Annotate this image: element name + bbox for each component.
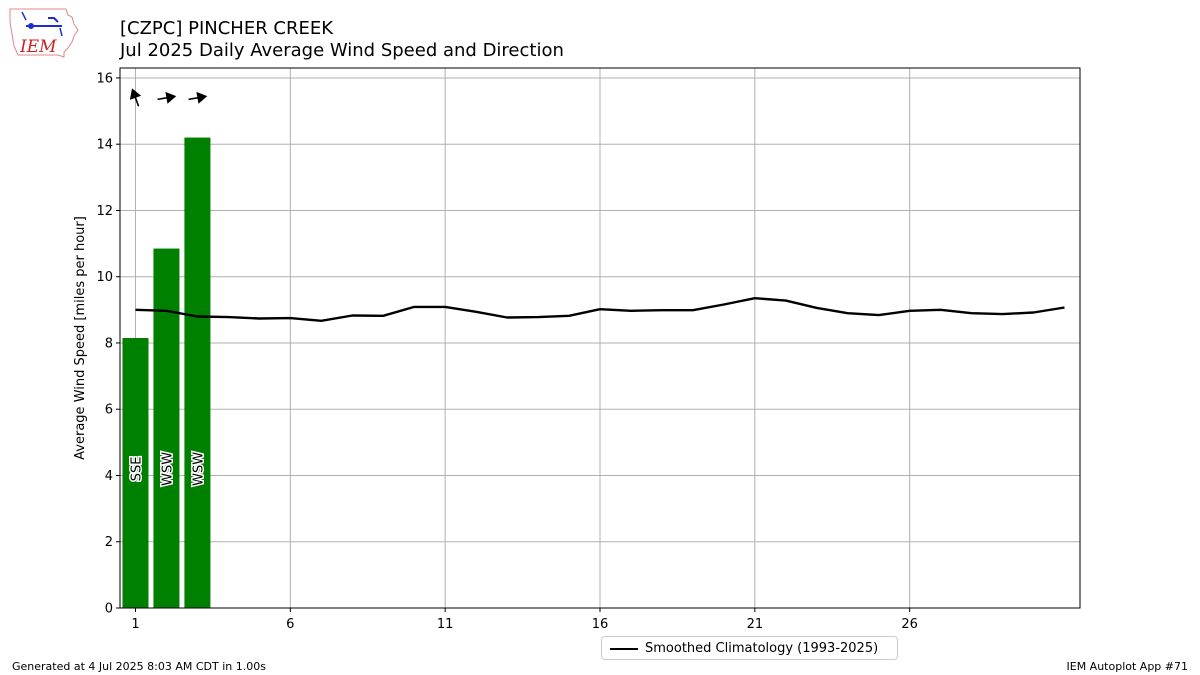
logo-text: IEM: [19, 37, 57, 57]
y-tick-label: 16: [96, 71, 113, 86]
wind-speed-bar: [153, 248, 180, 608]
wind-direction-arrow: [157, 91, 177, 104]
y-tick-label: 8: [105, 336, 113, 351]
x-tick-label: 21: [747, 617, 764, 632]
wind-speed-bars: SSE WSW WSW: [122, 137, 211, 608]
direction-label: WSW: [160, 452, 175, 486]
y-axis-label: Average Wind Speed [miles per hour]: [73, 216, 88, 460]
wind-speed-bar: [122, 338, 149, 608]
legend-label: Smoothed Climatology (1993-2025): [645, 641, 879, 656]
chart-legend: Smoothed Climatology (1993-2025): [601, 636, 898, 660]
chart-grid: [120, 68, 1080, 609]
wind-direction-arrow: [129, 88, 142, 107]
x-tick-label: 11: [437, 617, 454, 632]
climatology-series: [135, 297, 1065, 322]
y-tick-label: 2: [105, 535, 113, 550]
wind-direction-arrows: [129, 88, 208, 107]
legend-line-swatch: [610, 648, 638, 650]
y-tick-label: 0: [105, 602, 113, 617]
y-tick-label: 4: [105, 469, 113, 484]
direction-label: WSW: [191, 452, 206, 486]
arrow-head: [129, 88, 142, 100]
chart-title-line1: [CZPC] PINCHER CREEK: [120, 18, 334, 39]
x-tick-label: 16: [592, 617, 609, 632]
direction-label: SSE: [129, 456, 144, 481]
arrow-head: [196, 91, 208, 104]
arrow-head: [165, 91, 177, 104]
wind-speed-bar: [184, 137, 211, 608]
footer-generated-text: Generated at 4 Jul 2025 8:03 AM CDT in 1…: [12, 660, 266, 673]
x-tick-label: 1: [131, 617, 139, 632]
footer-app-label: IEM Autoplot App #71: [1066, 660, 1189, 673]
chart-title-line2: Jul 2025 Daily Average Wind Speed and Di…: [120, 40, 564, 61]
iem-logo-icon: IEM: [9, 8, 79, 58]
wind-direction-arrow: [188, 91, 208, 104]
y-tick-label: 6: [105, 403, 113, 418]
y-tick-label: 10: [96, 270, 113, 285]
y-tick-label: 14: [96, 138, 113, 153]
x-tick-label: 26: [901, 617, 918, 632]
x-tick-label: 6: [286, 617, 294, 632]
climatology-line: [135, 297, 1065, 322]
y-tick-label: 12: [96, 204, 113, 219]
